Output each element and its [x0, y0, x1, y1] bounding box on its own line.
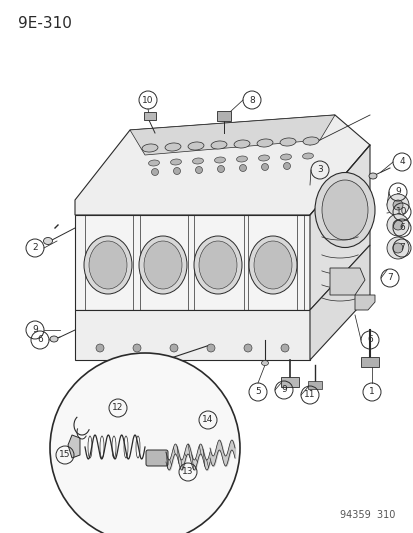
Ellipse shape — [261, 360, 268, 366]
Ellipse shape — [139, 236, 187, 294]
Circle shape — [386, 214, 408, 236]
Ellipse shape — [368, 173, 376, 179]
Ellipse shape — [192, 158, 203, 164]
Ellipse shape — [142, 144, 158, 152]
Circle shape — [386, 237, 408, 259]
Ellipse shape — [302, 153, 313, 159]
Polygon shape — [130, 115, 334, 155]
Polygon shape — [354, 295, 374, 310]
Ellipse shape — [43, 238, 52, 245]
Text: 6: 6 — [398, 223, 404, 232]
Text: 6: 6 — [37, 335, 43, 344]
Text: 9E-310: 9E-310 — [18, 16, 72, 31]
Ellipse shape — [302, 137, 318, 145]
Ellipse shape — [279, 138, 295, 146]
Ellipse shape — [214, 157, 225, 163]
Text: 9: 9 — [32, 326, 38, 335]
Polygon shape — [309, 145, 369, 310]
Circle shape — [206, 344, 214, 352]
FancyBboxPatch shape — [216, 111, 230, 121]
Ellipse shape — [233, 140, 249, 148]
Circle shape — [392, 200, 402, 210]
Text: 13: 13 — [182, 467, 193, 477]
Polygon shape — [75, 115, 369, 215]
Circle shape — [261, 164, 268, 171]
Text: 2: 2 — [32, 244, 38, 253]
Circle shape — [386, 194, 408, 216]
Circle shape — [392, 243, 402, 253]
Ellipse shape — [258, 155, 269, 161]
Text: 94359  310: 94359 310 — [339, 510, 394, 520]
Text: 7: 7 — [386, 273, 392, 282]
Ellipse shape — [248, 236, 296, 294]
Ellipse shape — [170, 159, 181, 165]
Text: 11: 11 — [304, 391, 315, 400]
Polygon shape — [75, 215, 309, 310]
Polygon shape — [309, 245, 369, 360]
Text: 3: 3 — [316, 166, 322, 174]
FancyBboxPatch shape — [360, 357, 378, 367]
Ellipse shape — [280, 154, 291, 160]
Ellipse shape — [84, 236, 132, 294]
Text: 10: 10 — [142, 95, 153, 104]
Ellipse shape — [194, 236, 242, 294]
Circle shape — [195, 166, 202, 174]
Circle shape — [243, 344, 252, 352]
Text: 5: 5 — [254, 387, 260, 397]
FancyBboxPatch shape — [144, 112, 156, 120]
Text: 10: 10 — [395, 207, 407, 216]
Circle shape — [239, 165, 246, 172]
Ellipse shape — [89, 241, 127, 289]
Ellipse shape — [321, 180, 367, 240]
Circle shape — [173, 167, 180, 174]
Polygon shape — [329, 268, 364, 295]
Circle shape — [96, 344, 104, 352]
Ellipse shape — [144, 241, 182, 289]
Circle shape — [283, 163, 290, 169]
Circle shape — [392, 220, 402, 230]
Text: 12: 12 — [112, 403, 123, 413]
Text: 1: 1 — [368, 387, 374, 397]
Circle shape — [217, 166, 224, 173]
Text: 8: 8 — [249, 95, 254, 104]
Text: 9: 9 — [394, 188, 400, 197]
Text: 14: 14 — [202, 416, 213, 424]
Circle shape — [151, 168, 158, 175]
Text: 7: 7 — [398, 244, 404, 253]
Ellipse shape — [148, 160, 159, 166]
Text: 15: 15 — [59, 450, 71, 459]
Text: 6: 6 — [366, 335, 372, 344]
Ellipse shape — [165, 143, 180, 151]
FancyBboxPatch shape — [146, 450, 168, 466]
Polygon shape — [68, 435, 80, 458]
FancyBboxPatch shape — [307, 381, 321, 389]
Ellipse shape — [211, 141, 226, 149]
Text: 4: 4 — [398, 157, 404, 166]
Ellipse shape — [236, 156, 247, 162]
Circle shape — [280, 344, 288, 352]
Ellipse shape — [199, 241, 236, 289]
Circle shape — [170, 344, 178, 352]
Ellipse shape — [50, 336, 58, 342]
Circle shape — [50, 353, 240, 533]
Circle shape — [133, 344, 141, 352]
Ellipse shape — [254, 241, 291, 289]
Ellipse shape — [256, 139, 272, 147]
Text: 9: 9 — [280, 385, 286, 394]
Ellipse shape — [314, 173, 374, 247]
Ellipse shape — [188, 142, 204, 150]
Polygon shape — [75, 310, 309, 360]
FancyBboxPatch shape — [280, 377, 298, 387]
